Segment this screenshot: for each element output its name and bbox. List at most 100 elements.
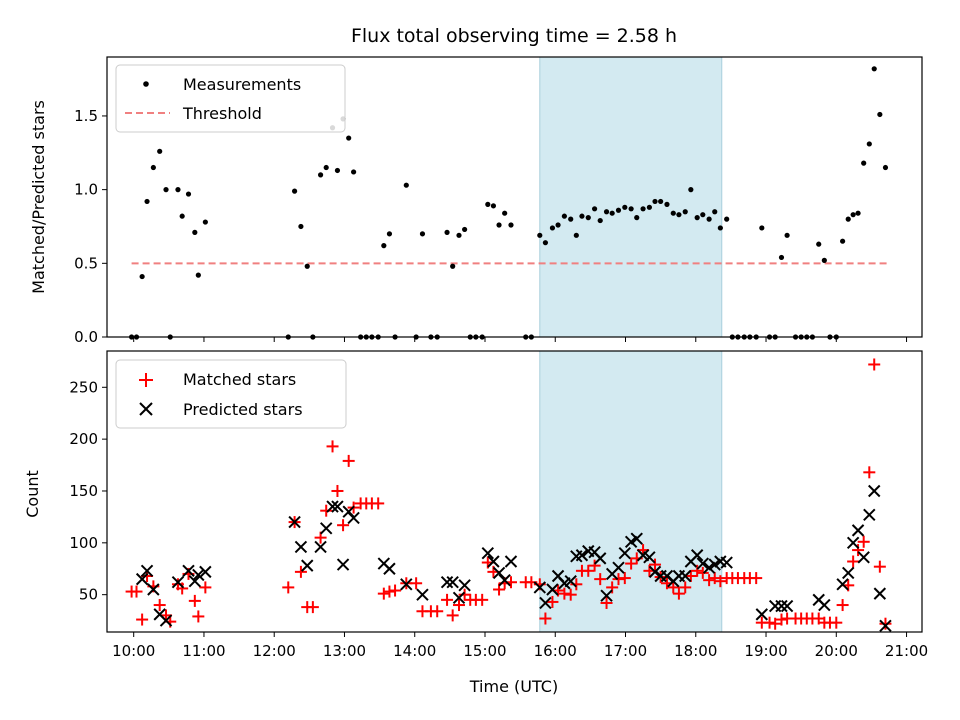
matched-star-point bbox=[625, 557, 638, 570]
measurement-point bbox=[419, 231, 426, 237]
predicted-star-point bbox=[416, 588, 429, 601]
measurement-point bbox=[882, 164, 889, 171]
measurement-point bbox=[304, 263, 310, 269]
measurement-points bbox=[128, 66, 889, 340]
measurement-point bbox=[840, 238, 846, 244]
predicted-star-point bbox=[326, 500, 339, 513]
measurement-point bbox=[628, 206, 634, 212]
predicted-star-point bbox=[594, 552, 607, 565]
matched-star-point bbox=[372, 497, 385, 510]
top-axis-ticks: 0.0 0.5 1.0 1.5 bbox=[74, 107, 908, 346]
predicted-star-point bbox=[498, 573, 511, 587]
matched-star-point bbox=[612, 573, 625, 586]
predicted-star-point bbox=[851, 524, 865, 537]
predicted-star-point bbox=[487, 555, 500, 568]
matched-star-point bbox=[331, 484, 344, 497]
measurement-point bbox=[850, 212, 856, 218]
top-legend: Measurements Threshold bbox=[115, 64, 346, 133]
predicted-star-point bbox=[648, 565, 662, 579]
matched-star-point bbox=[679, 581, 692, 594]
matched-star-point bbox=[696, 566, 709, 579]
measurement-point bbox=[622, 204, 628, 210]
measurement-point bbox=[157, 148, 163, 154]
matched-star-point bbox=[852, 544, 865, 557]
predicted-star-point bbox=[690, 549, 704, 562]
measurement-point bbox=[568, 216, 574, 222]
matched-star-point bbox=[153, 599, 166, 612]
matched-star-point bbox=[769, 617, 782, 630]
bottom-y-tick-label: 100 bbox=[69, 534, 98, 552]
x-tick-label: 14:00 bbox=[393, 642, 436, 660]
measurement-point bbox=[615, 207, 622, 213]
bottom-legend-box bbox=[115, 359, 347, 429]
measurement-point bbox=[444, 229, 450, 235]
measurement-point bbox=[150, 164, 156, 171]
measurement-point bbox=[462, 226, 468, 233]
measurement-point bbox=[597, 217, 603, 224]
matched-star-point bbox=[691, 564, 704, 577]
predicted-star-point bbox=[452, 591, 466, 604]
predicted-star-point bbox=[314, 540, 327, 554]
measurement-point bbox=[821, 257, 827, 263]
predicted-star-point bbox=[458, 579, 471, 592]
measurement-point bbox=[542, 240, 549, 246]
predicted-star-point bbox=[135, 572, 149, 586]
top-shaded-span bbox=[539, 56, 723, 338]
measurement-point bbox=[717, 225, 723, 231]
matched-star-point bbox=[320, 504, 333, 517]
matched-star-point bbox=[873, 560, 886, 573]
top-y-tick-label: 1.5 bbox=[74, 107, 98, 125]
matched-star-point bbox=[667, 581, 680, 594]
measurement-point bbox=[555, 222, 561, 228]
matched-star-point bbox=[546, 595, 559, 608]
predicted-star-point bbox=[618, 546, 632, 560]
predicted-star-point bbox=[159, 614, 173, 627]
predicted-star-point bbox=[147, 583, 160, 596]
predicted-star-point bbox=[564, 574, 577, 588]
predicted-star-point bbox=[679, 569, 692, 583]
predicted-stars-points bbox=[135, 484, 892, 632]
measurement-point bbox=[664, 201, 670, 207]
measurement-point bbox=[877, 111, 883, 118]
predicted-star-point bbox=[720, 556, 733, 569]
bottom-y-axis-label: Count bbox=[23, 470, 42, 518]
predicted-star-point bbox=[539, 596, 552, 610]
predicted-star-point bbox=[818, 598, 831, 612]
predicted-star-point bbox=[383, 562, 396, 575]
measurement-point bbox=[816, 241, 822, 247]
bottom-plot-frame bbox=[106, 350, 923, 633]
bottom-shaded-span bbox=[539, 350, 723, 633]
chart-title: Flux total observing time = 2.58 h bbox=[351, 25, 677, 47]
matched-star-point bbox=[618, 572, 631, 585]
measurement-point bbox=[298, 223, 304, 230]
matched-star-point bbox=[714, 575, 727, 588]
matched-star-point bbox=[588, 559, 601, 572]
measurement-point bbox=[855, 210, 861, 216]
measurement-point bbox=[561, 213, 567, 219]
matched-star-point bbox=[431, 605, 444, 618]
measurement-point bbox=[179, 213, 185, 219]
top-y-tick-label: 0.5 bbox=[74, 254, 98, 272]
predicted-star-point bbox=[780, 599, 794, 613]
measurement-point bbox=[759, 225, 765, 231]
matched-star-point bbox=[377, 587, 390, 600]
predicted-star-point bbox=[857, 551, 870, 564]
measurement-point bbox=[658, 198, 664, 205]
predicted-star-point bbox=[863, 508, 876, 522]
matched-star-point bbox=[600, 596, 613, 609]
top-y-axis-label: Matched/Predicted stars bbox=[29, 100, 48, 294]
matched-star-point bbox=[199, 581, 212, 594]
matched-star-point bbox=[342, 454, 355, 467]
measurement-point bbox=[700, 212, 706, 218]
predicted-stars-legend-label: Predicted stars bbox=[183, 400, 303, 419]
matched-star-point bbox=[830, 616, 843, 629]
predicted-star-point bbox=[319, 522, 333, 535]
matched-star-point bbox=[539, 612, 552, 625]
measurement-point bbox=[609, 210, 615, 216]
matched-star-point bbox=[672, 587, 685, 600]
matched-star-point bbox=[775, 613, 788, 626]
top-y-tick-label: 1.0 bbox=[74, 181, 98, 199]
measurement-point bbox=[195, 272, 201, 278]
matched-star-point bbox=[130, 585, 143, 598]
matched-star-point bbox=[458, 588, 471, 601]
